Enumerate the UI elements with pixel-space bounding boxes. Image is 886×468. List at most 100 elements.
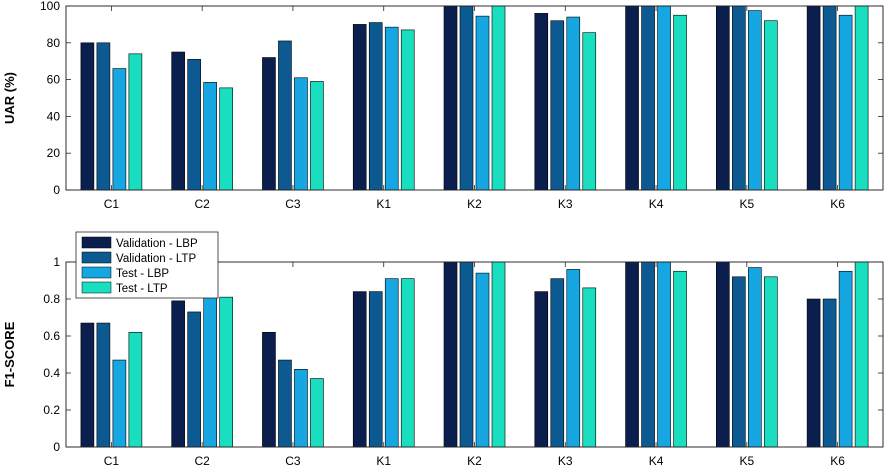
uar-bar-c3-s4	[310, 81, 324, 191]
f1-xtick-label: K1	[376, 454, 391, 468]
uar-bar-k1-s4	[400, 29, 415, 191]
uar-axes-frame-top	[65, 5, 884, 191]
f1-bar-k3-s2	[550, 278, 565, 448]
uar-xtick-label: C1	[104, 197, 120, 211]
f1-bar-k2-s4	[491, 261, 506, 448]
f1-bar-k3-s3	[566, 269, 581, 448]
f1-bar-c3-s4	[310, 378, 324, 448]
f1-bar-k1-s4	[400, 278, 415, 448]
uar-bar-c3-s1	[262, 57, 276, 191]
uar-bar-k1-s1	[352, 24, 367, 191]
f1-bar-k1-s2	[368, 291, 383, 448]
uar-bar-c1-s3	[112, 68, 127, 191]
uar-ytick-label: 80	[47, 36, 61, 50]
f1-bar-k6-s3	[838, 270, 853, 448]
f1-ytick-label: 0.4	[43, 366, 60, 380]
legend-entry-label: Test - LBP	[116, 268, 169, 280]
f1-bar-k5-s4	[764, 276, 778, 448]
uar-bar-k4-s3	[657, 5, 671, 191]
uar-bar-k2-s4	[491, 5, 506, 191]
f1-bar-k5-s1	[716, 261, 730, 448]
f1-bar-k3-s4	[582, 287, 597, 448]
f1-panel: 0 0.2 0.4 0.6 0.8 1 F1-SCORE C1 C2 C3 K1 K2 K3 K4 K5 K6…	[2, 231, 884, 468]
f1-bar-c1-s3	[112, 359, 127, 448]
f1-xtick-label: K3	[558, 454, 573, 468]
f1-bar-k2-s2	[459, 261, 474, 448]
uar-bar-k1-s2	[368, 22, 383, 191]
uar-xtick-label: K1	[376, 197, 391, 211]
f1-bar-k3-s1	[534, 291, 549, 448]
f1-xtick-label: C1	[104, 454, 120, 468]
uar-xtick-label: K2	[467, 197, 482, 211]
uar-bar-k6-s2	[822, 5, 837, 191]
uar-bar-c2-s1	[171, 51, 185, 191]
legend-entry-label: Validation - LBP	[116, 238, 198, 250]
uar-bar-k2-s1	[443, 5, 458, 191]
f1-bar-c3-s3	[294, 368, 308, 448]
f1-ytick-label: 1	[53, 255, 60, 269]
f1-bar-k2-s3	[475, 272, 490, 448]
uar-ytick-label: 100	[40, 0, 60, 13]
uar-xtick-label: K3	[558, 197, 573, 211]
f1-bar-c2-s4	[219, 296, 233, 448]
uar-bar-k5-s3	[748, 10, 762, 191]
uar-ytick-label: 40	[47, 109, 61, 123]
f1-bar-c1-s1	[80, 322, 95, 448]
f1-ylabel: F1-SCORE	[2, 321, 17, 387]
uar-bar-k4-s1	[625, 5, 639, 191]
f1-bar-k4-s4	[673, 270, 687, 448]
f1-bar-k2-s1	[443, 261, 458, 448]
f1-bar-k1-s1	[352, 291, 367, 448]
f1-bar-c2-s1	[171, 300, 185, 448]
f1-bar-k5-s2	[732, 276, 746, 448]
f1-bar-c2-s3	[203, 294, 217, 448]
uar-bar-k4-s4	[673, 14, 687, 191]
legend: Validation - LBP Validation - LTP Test - L…	[75, 231, 219, 299]
f1-xtick-label: C2	[194, 454, 210, 468]
uar-xtick-label: K6	[830, 197, 845, 211]
uar-bar-k2-s2	[459, 5, 474, 191]
legend-swatch	[81, 266, 112, 279]
f1-bar-k1-s3	[384, 278, 399, 448]
uar-bar-k4-s2	[641, 5, 655, 191]
uar-bar-c1-s4	[128, 53, 143, 191]
f1-xtick-label: K5	[739, 454, 754, 468]
f1-bar-k4-s1	[625, 261, 639, 448]
f1-bar-k6-s2	[822, 298, 837, 448]
uar-bar-k6-s3	[838, 14, 853, 191]
uar-bar-k2-s3	[475, 15, 490, 191]
uar-bar-k1-s3	[384, 26, 399, 191]
uar-bar-c2-s4	[219, 87, 233, 191]
uar-xtick-label: K5	[739, 197, 754, 211]
legend-entry-label: Validation - LTP	[116, 253, 196, 265]
uar-ytick-label: 20	[47, 146, 61, 160]
legend-entry-label: Test - LTP	[116, 283, 168, 295]
f1-bar-c1-s2	[96, 322, 111, 448]
uar-bar-k3-s1	[534, 13, 549, 191]
uar-bar-c1-s1	[80, 42, 95, 191]
f1-bar-c3-s1	[262, 331, 276, 448]
f1-xtick-label: C3	[285, 454, 301, 468]
legend-swatch	[81, 251, 112, 264]
uar-bar-k3-s4	[582, 32, 597, 191]
legend-swatch	[81, 236, 112, 249]
uar-bar-c3-s3	[294, 77, 308, 191]
uar-bar-k3-s3	[566, 16, 581, 191]
uar-ylabel: UAR (%)	[2, 72, 17, 124]
f1-ytick-label: 0	[53, 440, 60, 454]
uar-bar-k5-s2	[732, 5, 746, 191]
f1-bar-c2-s2	[187, 311, 201, 448]
legend-swatch	[81, 281, 112, 294]
f1-xtick-label: K4	[649, 454, 664, 468]
f1-axes-frame-top	[65, 261, 884, 448]
f1-xtick-label: K2	[467, 454, 482, 468]
f1-bar-k4-s3	[657, 261, 671, 448]
uar-ytick-label: 60	[47, 73, 61, 87]
f1-ytick-label: 0.8	[43, 292, 60, 306]
uar-bar-c2-s3	[203, 82, 217, 191]
f1-ytick-label: 0.6	[43, 329, 60, 343]
uar-xtick-label: C3	[285, 197, 301, 211]
uar-bar-c2-s2	[187, 59, 201, 191]
f1-bar-k5-s3	[748, 267, 762, 448]
